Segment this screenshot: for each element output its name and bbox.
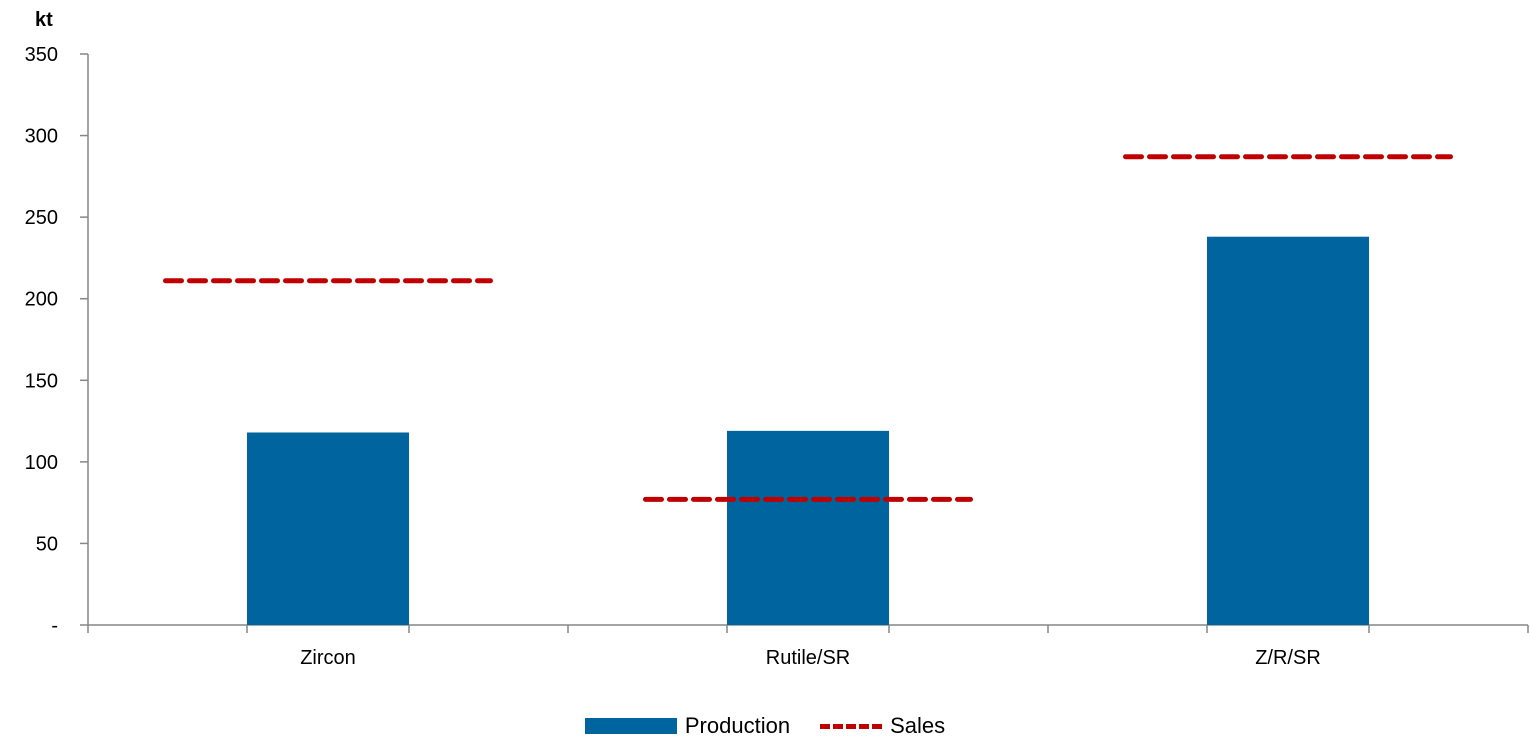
legend-item-production: Production — [584, 713, 791, 739]
y-tick-label: 350 — [25, 44, 58, 66]
legend: Production Sales — [0, 713, 1530, 739]
production-bars — [247, 236, 1369, 625]
category-labels: Zircon Rutile/SR Z/R/SR — [300, 647, 1321, 669]
y-tick-label: - — [51, 615, 58, 637]
sales-swatch — [820, 723, 883, 729]
x-category-label: Zircon — [300, 647, 356, 669]
x-category-label: Z/R/SR — [1255, 647, 1321, 669]
production-swatch — [584, 718, 677, 734]
y-tick-label: 300 — [25, 126, 58, 148]
y-tick-label: 50 — [36, 533, 58, 555]
legend-item-sales: Sales — [820, 713, 945, 739]
chart: kt - 50 100 150 200 250 300 350 Zircon Rutile/SR… — [25, 9, 1529, 669]
y-tick-label: 250 — [25, 207, 58, 229]
y-tick-label: 100 — [25, 452, 58, 474]
x-category-label: Rutile/SR — [766, 647, 850, 669]
sales-markers — [163, 154, 1453, 502]
y-tick-label: 150 — [25, 370, 58, 392]
y-axis-unit-label: kt — [35, 9, 53, 31]
legend-label-sales: Sales — [890, 713, 946, 738]
production-bar — [247, 432, 409, 625]
y-tick-label: 200 — [25, 289, 58, 311]
production-bar — [1207, 236, 1369, 625]
production-bar — [727, 430, 889, 625]
legend-label-production: Production — [684, 713, 791, 738]
